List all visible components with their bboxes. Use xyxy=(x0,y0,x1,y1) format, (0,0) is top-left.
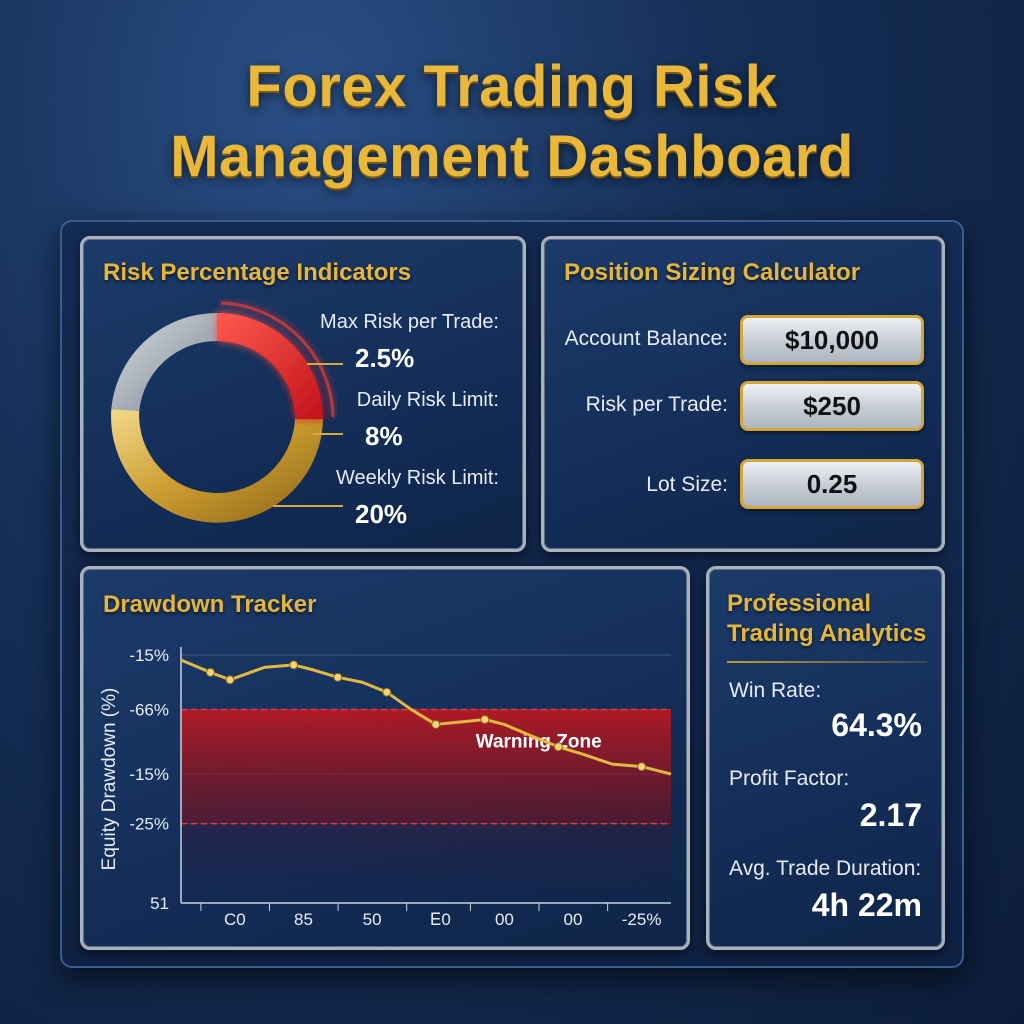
position-panel-title: Position Sizing Calculator xyxy=(564,259,861,286)
drawdown-series-line xyxy=(180,658,672,776)
x-tick-label: 00 xyxy=(495,910,514,929)
x-tick-label: 85 xyxy=(294,910,313,929)
x-tick-label: C0 xyxy=(224,910,246,929)
leader-max xyxy=(307,363,343,365)
donut-segment-daily xyxy=(111,409,323,523)
data-point xyxy=(289,660,299,670)
risk-value-weekly: 20% xyxy=(355,499,408,529)
data-point xyxy=(205,667,215,677)
avg-trade-duration-label: Avg. Trade Duration: xyxy=(729,857,922,880)
warning-zone xyxy=(181,709,671,824)
x-tick-label: -25% xyxy=(622,910,662,929)
data-point xyxy=(431,719,441,729)
x-tick-label: Ꭼ0 xyxy=(431,910,451,929)
data-point xyxy=(553,742,563,752)
risk-value-max: 2.5% xyxy=(355,343,415,373)
win-rate-value: 64.3% xyxy=(831,707,922,743)
drawdown-panel-title: Drawdown Tracker xyxy=(103,591,317,618)
title-line-2: Management Dashboard xyxy=(170,124,854,189)
lot-size-field[interactable]: 0.25 xyxy=(740,459,924,509)
profit-factor-value: 2.17 xyxy=(859,797,922,833)
y-tick-label: -66% xyxy=(129,701,169,720)
warning-zone-label: Warning Zone xyxy=(476,732,602,753)
risk-panel-title: Risk Percentage Indicators xyxy=(103,259,412,286)
dashboard-title: Forex Trading Risk Management Dashboard xyxy=(0,52,1024,192)
analytics-title: Professional Trading Analytics xyxy=(727,589,926,649)
risk-value-daily: 8% xyxy=(365,421,403,451)
risk-label-daily: Daily Risk Limit: xyxy=(356,389,499,411)
risk-donut xyxy=(111,301,335,523)
x-tick-label: 50 xyxy=(363,910,382,929)
data-point xyxy=(637,762,647,772)
x-tick-label: 00 xyxy=(564,910,583,929)
data-point xyxy=(333,672,343,682)
data-point xyxy=(382,687,392,697)
analytics-divider xyxy=(727,661,927,663)
y-tick-label: 51 xyxy=(150,894,169,913)
risk-panel: Risk Percentage Indicators xyxy=(80,236,526,552)
analytics-panel: Professional Trading Analytics Win Rate:… xyxy=(706,566,945,950)
y-tick-label: -15% xyxy=(129,646,169,665)
data-point xyxy=(225,675,235,685)
analytics-title-line-2: Trading Analytics xyxy=(727,620,927,647)
account-balance-field[interactable]: $10,000 xyxy=(740,315,924,365)
risk-per-trade-label: Risk per Trade: xyxy=(585,393,728,416)
y-tick-label: -25% xyxy=(129,815,169,834)
drawdown-panel: Drawdown Tracker Warning Zone -15% -66% -1… xyxy=(80,566,690,950)
risk-label-max: Max Risk per Trade: xyxy=(320,311,499,333)
y-tick-label: -15% xyxy=(129,765,169,784)
analytics-title-line-1: Professional xyxy=(727,590,872,617)
risk-label-weekly: Weekly Risk Limit: xyxy=(336,467,499,489)
account-balance-label: Account Balance: xyxy=(564,327,728,350)
position-panel: Position Sizing Calculator Account Balan… xyxy=(541,236,945,552)
risk-per-trade-field[interactable]: $250 xyxy=(740,381,924,431)
below-zone-area xyxy=(181,823,671,903)
donut-segment-weekly xyxy=(111,312,217,411)
donut-segment-max xyxy=(217,313,323,419)
profit-factor-label: Profit Factor: xyxy=(729,767,850,790)
title-line-1: Forex Trading Risk xyxy=(246,54,778,119)
lot-size-label: Lot Size: xyxy=(646,473,728,496)
donut-glow-arc xyxy=(220,301,335,418)
leader-weekly xyxy=(273,505,343,507)
drawdown-chart: Warning Zone -15% -66% -15% -25% 51 C0 85 50 Ꭼ0… xyxy=(99,646,672,929)
win-rate-label: Win Rate: xyxy=(729,679,822,702)
y-axis-label: Equity Drawdown (%) xyxy=(99,688,120,871)
avg-trade-duration-value: 4h 22m xyxy=(811,887,922,923)
leader-daily xyxy=(313,433,343,435)
data-point xyxy=(480,714,490,724)
